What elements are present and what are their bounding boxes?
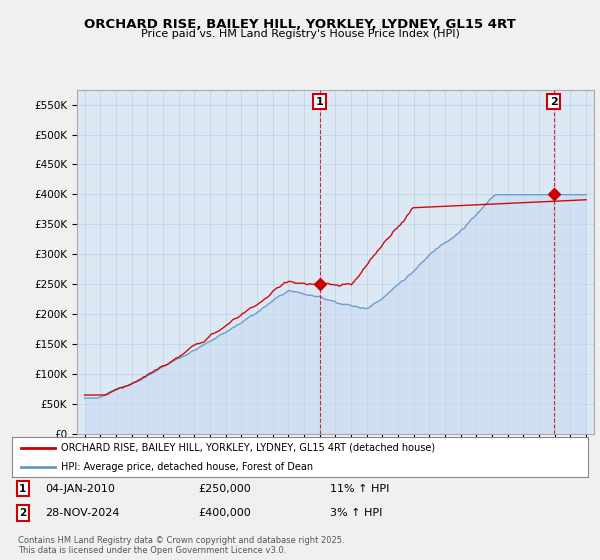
Text: 2: 2 (550, 96, 557, 106)
Text: 28-NOV-2024: 28-NOV-2024 (45, 508, 119, 518)
Text: HPI: Average price, detached house, Forest of Dean: HPI: Average price, detached house, Fore… (61, 462, 313, 472)
Text: 2: 2 (19, 508, 26, 518)
Text: 04-JAN-2010: 04-JAN-2010 (45, 484, 115, 494)
Text: Price paid vs. HM Land Registry's House Price Index (HPI): Price paid vs. HM Land Registry's House … (140, 29, 460, 39)
Text: 11% ↑ HPI: 11% ↑ HPI (330, 484, 389, 494)
Text: Contains HM Land Registry data © Crown copyright and database right 2025.
This d: Contains HM Land Registry data © Crown c… (18, 536, 344, 556)
Text: ORCHARD RISE, BAILEY HILL, YORKLEY, LYDNEY, GL15 4RT (detached house): ORCHARD RISE, BAILEY HILL, YORKLEY, LYDN… (61, 443, 435, 452)
Text: 3% ↑ HPI: 3% ↑ HPI (330, 508, 382, 518)
Text: ORCHARD RISE, BAILEY HILL, YORKLEY, LYDNEY, GL15 4RT: ORCHARD RISE, BAILEY HILL, YORKLEY, LYDN… (84, 18, 516, 31)
Text: 1: 1 (316, 96, 323, 106)
Text: £250,000: £250,000 (198, 484, 251, 494)
Text: 1: 1 (19, 484, 26, 494)
Text: £400,000: £400,000 (198, 508, 251, 518)
